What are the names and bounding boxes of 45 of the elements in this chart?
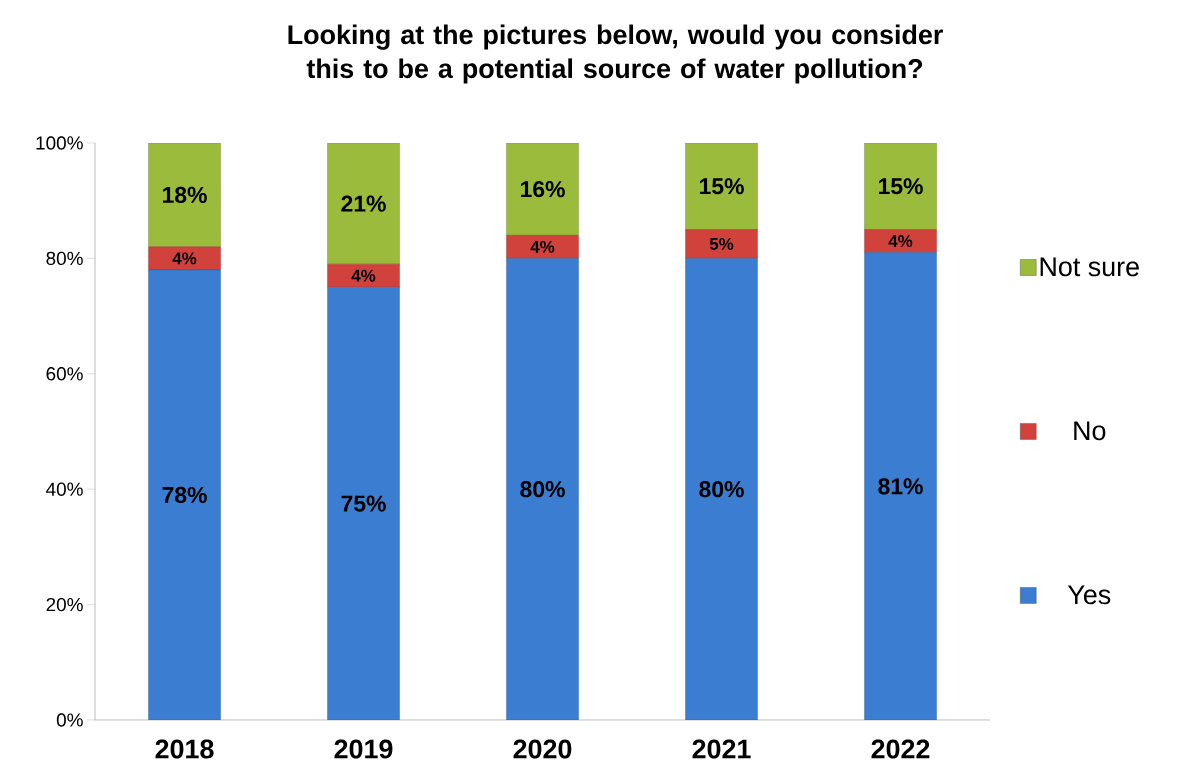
y-tick-label: 100% — [36, 136, 83, 150]
data-label: 4% — [172, 252, 197, 265]
chart-title: Looking at the pictures below, would you consider this to be a potential source of water pollution? — [288, 24, 943, 84]
data-label: 80% — [699, 481, 744, 498]
data-label: 15% — [700, 178, 744, 195]
legend-label: Yes — [1067, 585, 1111, 605]
data-label: 21% — [341, 195, 386, 212]
data-label: 4% — [530, 240, 555, 253]
x-tick-label: 2018 — [155, 739, 214, 759]
bar — [506, 142, 579, 236]
legend-label: Not sure — [1040, 257, 1139, 277]
bar — [864, 229, 937, 253]
y-tick-label: 20% — [46, 597, 83, 612]
data-label: 75% — [341, 495, 386, 512]
y-tick-label: 0% — [56, 713, 83, 727]
bar — [864, 252, 937, 720]
data-label: 78% — [162, 486, 207, 504]
bar — [148, 269, 221, 720]
y-tick-label: 80% — [46, 251, 83, 266]
bar — [327, 142, 400, 265]
data-label: 5% — [709, 237, 734, 250]
data-label: 80% — [520, 481, 565, 498]
x-tick-label: 2020 — [513, 739, 572, 759]
bar — [506, 235, 579, 259]
data-label: 4% — [351, 269, 376, 282]
y-tick-label: 40% — [46, 482, 83, 496]
bar — [685, 229, 758, 259]
bar — [685, 142, 758, 230]
bar — [864, 142, 937, 230]
data-label: 16% — [521, 181, 565, 198]
data-label: 4% — [888, 235, 913, 248]
x-tick-label: 2021 — [692, 739, 751, 759]
bar — [327, 263, 400, 288]
data-label: 81% — [878, 478, 923, 495]
bar — [506, 258, 579, 720]
legend-label: No — [1074, 421, 1106, 441]
bar — [327, 287, 400, 720]
x-tick-label: 2022 — [871, 739, 930, 759]
bar — [148, 246, 221, 271]
y-tick-label: 60% — [46, 367, 83, 381]
data-label: 18% — [163, 186, 207, 204]
bar — [685, 258, 758, 720]
bar — [148, 142, 221, 248]
data-label: 15% — [879, 178, 923, 195]
x-tick-label: 2019 — [334, 739, 393, 759]
